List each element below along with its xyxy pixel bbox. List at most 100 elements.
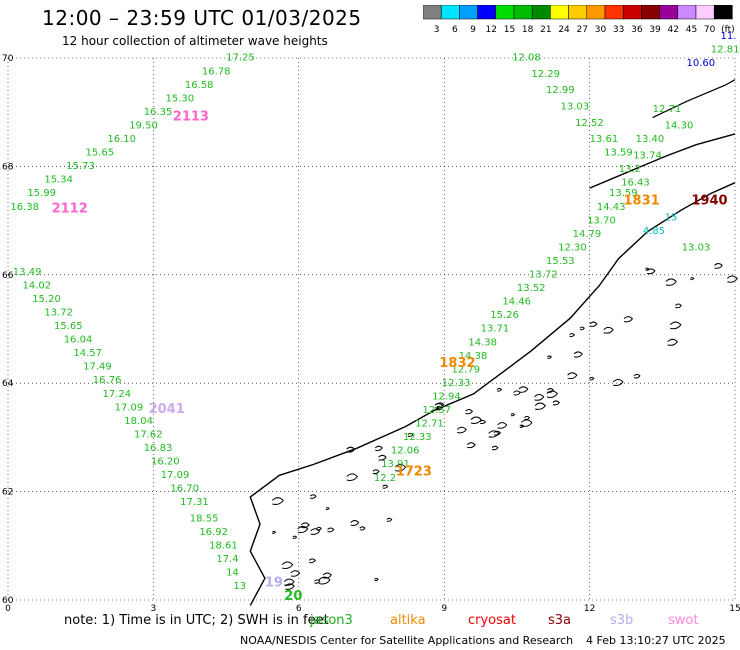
wave-height-label: 17.09 bbox=[115, 402, 144, 413]
wave-height-label: 16.76 bbox=[93, 375, 122, 386]
wave-height-label: 15.26 bbox=[490, 310, 519, 321]
land-outline bbox=[569, 332, 576, 338]
land-outline bbox=[359, 526, 366, 531]
land-outline bbox=[547, 388, 555, 393]
land-outline bbox=[534, 394, 545, 401]
wave-height-label: 14.38 bbox=[468, 337, 497, 348]
wave-height-label: 12.33 bbox=[442, 378, 471, 389]
land-outline bbox=[493, 430, 502, 436]
wave-height-label: 16.83 bbox=[144, 443, 173, 454]
lon-tick-label: 15 bbox=[729, 604, 740, 612]
land-outline bbox=[285, 583, 295, 590]
wave-height-label: 12.52 bbox=[575, 118, 604, 129]
legend-label: 9 bbox=[470, 25, 476, 35]
land-outline bbox=[407, 432, 414, 437]
lon-tick-label: 0 bbox=[5, 604, 11, 612]
lon-tick-label: 3 bbox=[151, 604, 157, 612]
land-outline bbox=[633, 373, 641, 379]
lat-tick-label: 70 bbox=[2, 54, 14, 64]
wave-height-label: 4.85 bbox=[643, 226, 665, 237]
wave-height-label: 13.72 bbox=[529, 270, 558, 281]
land-outline bbox=[603, 326, 614, 334]
land-outline bbox=[272, 497, 284, 505]
wave-height-label: 16.78 bbox=[202, 66, 231, 77]
land-outline bbox=[665, 278, 677, 286]
land-outline bbox=[589, 321, 598, 327]
land-outline bbox=[675, 303, 682, 309]
land-outline bbox=[690, 277, 695, 281]
land-outline bbox=[552, 400, 560, 406]
land-outline bbox=[491, 445, 499, 451]
lon-tick-label: 6 bbox=[296, 604, 302, 612]
lat-tick-label: 60 bbox=[2, 596, 14, 606]
wave-height-label: 12.71 bbox=[415, 419, 444, 430]
pass-time-label: 1831 bbox=[624, 193, 660, 208]
pass-time-label: 20 bbox=[284, 589, 302, 604]
land-outline bbox=[308, 558, 316, 564]
land-outline bbox=[283, 578, 295, 586]
wave-height-label: 16.92 bbox=[199, 527, 228, 538]
wave-height-label: 13.61 bbox=[590, 134, 619, 145]
wave-height-label: 10.60 bbox=[687, 58, 716, 69]
land-outline bbox=[394, 464, 407, 472]
land-outline bbox=[466, 442, 476, 449]
wave-height-label: 11. bbox=[721, 31, 737, 42]
legend-label: 30 bbox=[595, 25, 607, 35]
wave-height-label: 12.99 bbox=[546, 85, 575, 96]
wave-height-label: 14.30 bbox=[665, 121, 694, 132]
wave-height-label: 18.61 bbox=[209, 541, 238, 552]
land-outline bbox=[519, 424, 525, 428]
lon-tick-label: 12 bbox=[584, 604, 595, 612]
land-outline bbox=[292, 535, 298, 539]
wave-height-label: 19.50 bbox=[129, 121, 158, 132]
land-outline bbox=[645, 267, 650, 271]
pass-time-label: 1723 bbox=[396, 464, 432, 479]
lat-tick-label: 62 bbox=[2, 488, 13, 498]
legend-label: 24 bbox=[558, 25, 570, 35]
credit-timestamp: 4 Feb 13:10:27 UTC 2025 bbox=[586, 634, 726, 647]
wave-height-label: 12.79 bbox=[452, 364, 481, 375]
land-outline bbox=[726, 275, 738, 283]
wave-height-label: 14 bbox=[226, 568, 239, 579]
legend-label: 3 bbox=[434, 25, 440, 35]
land-outline bbox=[579, 326, 585, 331]
land-outline bbox=[667, 338, 678, 346]
legend-label: 36 bbox=[631, 25, 643, 35]
land-outline bbox=[567, 372, 578, 380]
wave-height-label: 15.53 bbox=[546, 256, 575, 267]
wave-height-label: 14.46 bbox=[502, 297, 531, 308]
legend-label: 18 bbox=[522, 25, 534, 35]
wave-height-label: 15.99 bbox=[27, 188, 56, 199]
wave-height-label: 18.55 bbox=[190, 513, 219, 524]
lat-tick-label: 68 bbox=[2, 162, 14, 172]
wave-height-map: 0 3 6 9 12 15 70 68 66 64 62 60 17.25 16.78 16.58 15.30… bbox=[2, 31, 740, 612]
wave-height-label: 14.43 bbox=[597, 202, 626, 213]
wave-height-label: 12.29 bbox=[531, 69, 560, 80]
land-outline bbox=[378, 454, 387, 461]
land-outline bbox=[382, 484, 389, 489]
land-outline bbox=[518, 386, 529, 393]
land-outline bbox=[325, 507, 330, 511]
land-outline bbox=[386, 517, 393, 522]
wave-height-label: 12.71 bbox=[653, 104, 682, 115]
wave-height-label: 12.94 bbox=[432, 392, 461, 403]
land-outline bbox=[470, 416, 482, 424]
sat-s3b: s3b bbox=[610, 613, 634, 628]
legend-label: 15 bbox=[504, 25, 515, 35]
legend-label: 6 bbox=[452, 25, 458, 35]
wave-height-label: 16.04 bbox=[64, 335, 93, 346]
land-outline bbox=[547, 355, 552, 359]
coastline bbox=[249, 182, 736, 606]
land-outline bbox=[479, 419, 486, 425]
legend-label: 39 bbox=[649, 25, 661, 35]
land-outline bbox=[589, 376, 595, 381]
wave-height-label: 14.79 bbox=[573, 229, 602, 240]
legend-label: 42 bbox=[668, 25, 679, 35]
land-outline bbox=[573, 351, 583, 358]
pass-time-label: 2113 bbox=[173, 109, 209, 124]
wave-height-label: 13.2 bbox=[619, 164, 641, 175]
wave-height-label: 12.08 bbox=[512, 53, 541, 64]
wave-height-label: 16.43 bbox=[621, 177, 650, 188]
land-outline bbox=[521, 419, 533, 427]
wave-height-label: 13.72 bbox=[44, 307, 73, 318]
